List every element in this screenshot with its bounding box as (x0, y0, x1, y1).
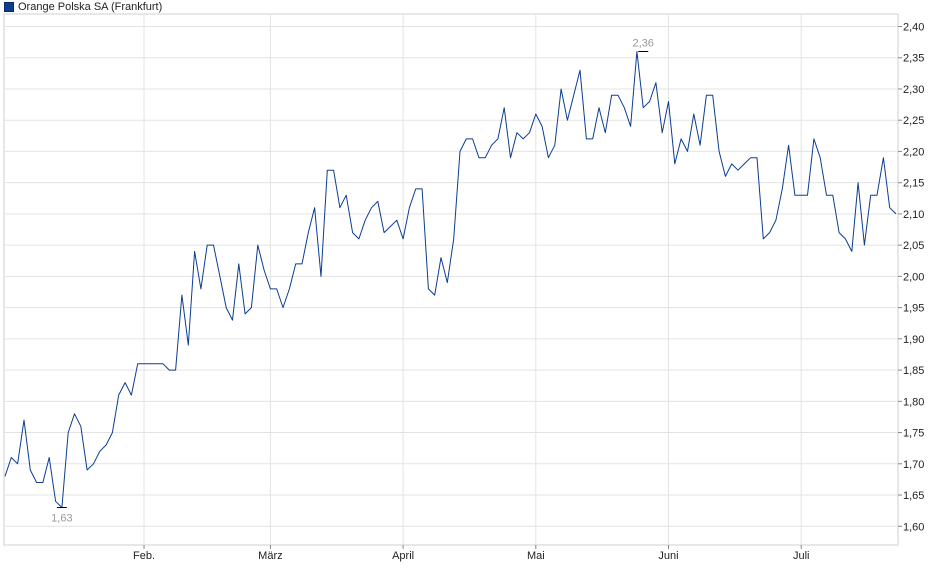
y-tick-label: 1,65 (903, 490, 924, 502)
y-tick-label: 1,95 (903, 303, 924, 315)
x-tick-label: April (392, 550, 414, 562)
y-tick-label: 2,35 (903, 53, 924, 65)
x-tick-label: Feb. (133, 550, 155, 562)
annotations: 1,63 2,36 (51, 37, 654, 524)
y-tick-label: 2,05 (903, 240, 924, 252)
y-axis: 2,40 2,35 2,30 2,25 2,20 2,15 2,10 2,05 2,00 1,95… (898, 21, 924, 533)
legend-label: Orange Polska SA (Frankfurt) (18, 1, 163, 13)
series-line (4, 51, 897, 508)
x-tick-label: Juli (793, 550, 810, 562)
plot-area (3, 13, 899, 546)
y-tick-label: 2,30 (903, 84, 924, 96)
y-tick-label: 2,20 (903, 146, 924, 158)
y-tick-label: 1,85 (903, 365, 924, 377)
y-tick-label: 2,15 (903, 178, 924, 190)
legend-swatch (4, 2, 14, 12)
y-tick-label: 1,60 (903, 521, 924, 533)
y-tick-label: 1,70 (903, 459, 924, 471)
y-tick-label: 1,90 (903, 334, 924, 346)
annotation-label: 1,63 (51, 513, 72, 525)
x-axis: Feb. März April Mai Juni Juli (133, 545, 809, 562)
annotation-label: 2,36 (633, 37, 654, 49)
x-tick-label: Juni (658, 550, 678, 562)
legend: Orange Polska SA (Frankfurt) (4, 0, 162, 14)
x-tick-label: Mai (527, 550, 545, 562)
y-tick-label: 1,80 (903, 396, 924, 408)
y-tick-label: 2,00 (903, 271, 924, 283)
y-tick-label: 2,40 (903, 21, 924, 33)
y-tick-label: 2,25 (903, 115, 924, 127)
y-tick-label: 2,10 (903, 209, 924, 221)
y-tick-label: 1,75 (903, 428, 924, 440)
x-tick-label: März (258, 550, 282, 562)
